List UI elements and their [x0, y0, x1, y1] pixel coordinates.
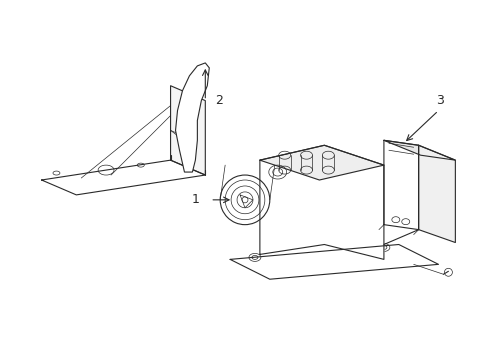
Text: 3: 3 — [436, 94, 444, 107]
Polygon shape — [383, 140, 454, 160]
Polygon shape — [41, 160, 205, 195]
Polygon shape — [175, 63, 209, 172]
Polygon shape — [259, 145, 383, 260]
Polygon shape — [230, 244, 438, 279]
Text: 2: 2 — [215, 94, 223, 107]
Polygon shape — [418, 145, 454, 243]
Polygon shape — [170, 86, 205, 175]
Polygon shape — [259, 145, 383, 180]
Circle shape — [444, 268, 451, 276]
Polygon shape — [383, 140, 418, 230]
Text: 1: 1 — [191, 193, 199, 206]
